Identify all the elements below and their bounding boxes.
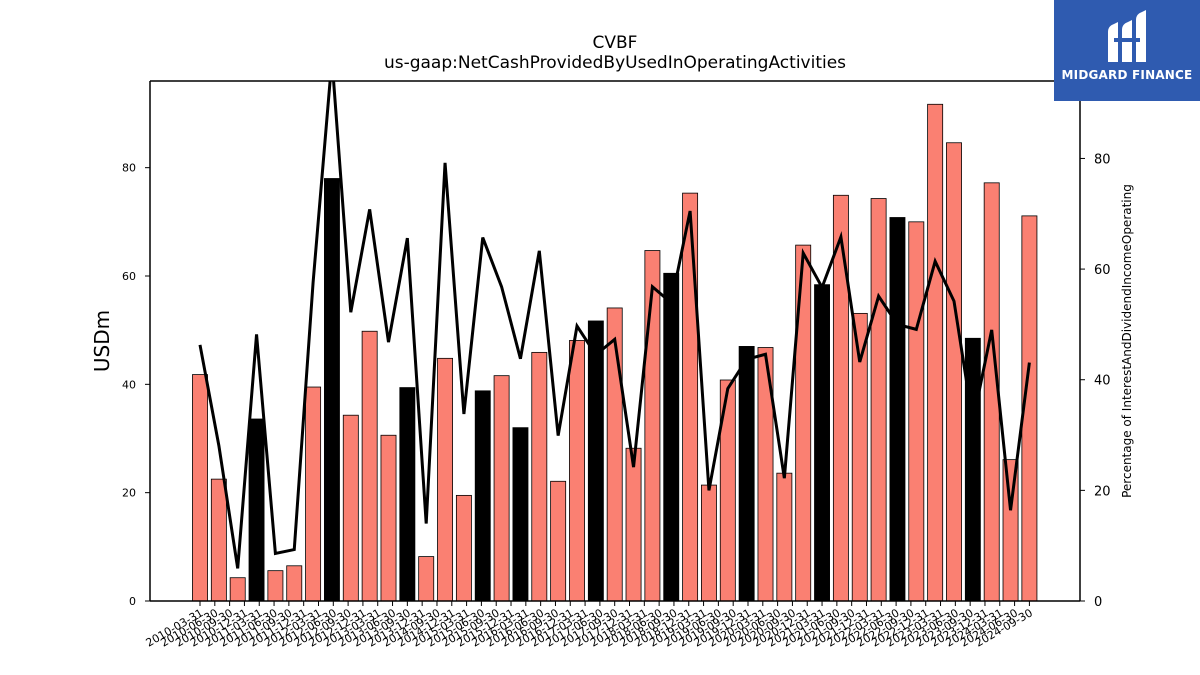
bar-2015-12-31 [587,320,604,601]
bar-2011-06-30 [286,565,303,601]
bar-2020-09-30 [946,142,962,601]
y-tick-label: 40 [122,378,136,391]
bar-2010-09-30 [229,577,246,601]
bar-2013-12-31 [474,390,491,601]
ratio-line [198,81,1031,569]
y-tick-label: 80 [122,162,136,175]
chart-title: CVBF [592,33,638,53]
y2-tick-label: 20 [1094,484,1111,499]
bar-2012-09-30 [380,434,397,601]
y2-axis-label: Percentage of InterestAndDividendIncomeO… [1120,184,1134,498]
bar-2016-06-30 [625,447,642,601]
bar-2016-09-30 [644,250,661,601]
y-tick-label: 20 [122,487,136,500]
line-group [198,81,1031,569]
y-axis-label: USDm [90,310,114,372]
brand-logo: MIDGARD FINANCE [1054,0,1200,101]
axes-group: 0204060800204060802010-03-312010-06-3020… [122,80,1111,650]
bar-2012-06-30 [361,330,378,601]
bar-2019-12-31 [889,217,906,601]
bar-2019-06-30 [851,312,868,601]
bar-2012-12-31 [399,387,416,601]
bar-2013-06-30 [437,357,453,601]
bar-2019-09-30 [870,198,887,601]
bar-2011-12-31 [324,178,340,601]
bar-2016-12-31 [663,272,680,601]
bar-2010-06-30 [210,478,227,601]
y-tick-label: 0 [129,595,136,608]
bars-group [192,103,1038,601]
bar-2010-03-31 [192,374,208,601]
bar-2013-09-30 [455,494,472,601]
bar-2017-06-30 [701,484,717,601]
bar-2020-12-31 [964,337,981,601]
bar-2013-03-31 [418,556,435,601]
bar-2014-09-30 [493,375,510,601]
bar-2011-03-31 [267,570,284,601]
y2-tick-label: 40 [1094,374,1111,389]
bar-2017-09-30 [719,379,736,601]
bar-2020-06-30 [927,103,944,601]
bar-2017-12-31 [738,346,755,601]
bar-2016-03-31 [606,307,623,601]
brand-name: MIDGARD FINANCE [1061,68,1193,82]
bar-2017-03-31 [682,192,699,601]
bar-2018-09-30 [795,244,812,601]
y-tick-label: 60 [122,270,136,283]
bar-2021-09-30 [1021,215,1038,601]
bar-2019-03-31 [832,194,849,601]
bar-2018-12-31 [814,284,830,601]
midgard-logo-icon [1108,10,1146,62]
bar-2012-03-31 [342,414,359,601]
bar-2011-09-30 [305,386,322,601]
bar-2015-03-31 [531,351,548,601]
bar-2010-12-31 [248,418,265,601]
bar-2014-12-31 [512,427,529,601]
y2-tick-label: 60 [1094,263,1111,278]
y2-tick-label: 0 [1094,595,1102,610]
bar-2020-03-31 [908,221,925,601]
bar-2018-03-31 [757,347,774,601]
bar-2015-06-30 [550,480,567,601]
bar-2015-09-30 [569,340,585,601]
chart-subtitle: us-gaap:NetCashProvidedByUsedInOperating… [383,53,847,73]
bar-2018-06-30 [776,472,793,601]
bar-2021-06-30 [1002,459,1019,601]
y2-tick-label: 80 [1094,152,1111,167]
